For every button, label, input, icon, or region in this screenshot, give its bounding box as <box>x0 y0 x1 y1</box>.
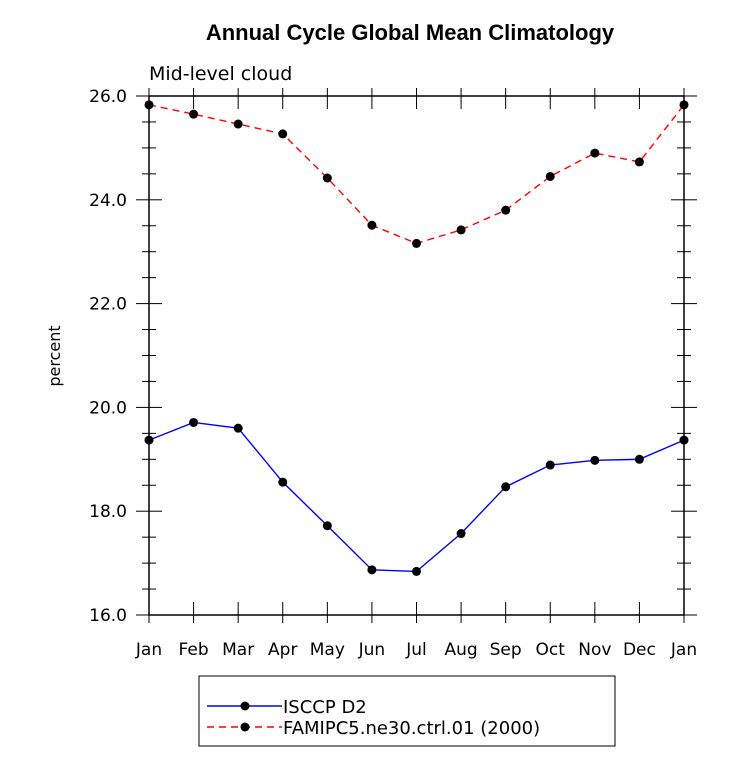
y-tick-label: 20.0 <box>89 398 127 418</box>
legend-marker <box>240 722 250 732</box>
data-point <box>233 423 243 433</box>
legend-label: FAMIPC5.ne30.ctrl.01 (2000) <box>283 718 540 739</box>
x-tick-label: Jan <box>670 640 697 660</box>
series-2 <box>144 100 689 248</box>
data-point <box>367 565 377 575</box>
x-tick-label: Feb <box>179 640 209 660</box>
data-point <box>189 417 199 427</box>
data-point <box>501 205 511 215</box>
data-point <box>278 129 288 139</box>
y-tick-labels: 16.0 18.0 20.0 22.0 24.0 26.0 <box>89 87 127 626</box>
data-point <box>412 238 421 248</box>
y-tick-label: 22.0 <box>89 295 127 315</box>
data-point <box>456 529 466 539</box>
legend-box <box>198 675 616 747</box>
x-tick-label: Mar <box>222 640 254 660</box>
x-tick-label: Dec <box>623 640 656 660</box>
x-tick-label: Nov <box>578 640 611 660</box>
x-tick-label: Jul <box>405 640 427 660</box>
legend-label: ISCCP D2 <box>283 697 367 718</box>
data-point <box>590 148 600 158</box>
series-1 <box>144 417 689 576</box>
data-point <box>367 220 377 230</box>
plot-frame <box>148 95 685 616</box>
data-point <box>545 460 555 470</box>
data-point <box>634 157 644 167</box>
data-point <box>278 477 288 487</box>
data-point <box>322 521 332 531</box>
data-point <box>233 119 243 129</box>
data-point <box>545 171 555 181</box>
data-point <box>501 482 511 492</box>
axis-ticks <box>136 88 697 623</box>
chart-subtitle: Mid-level cloud <box>149 63 292 85</box>
y-tick-label: 16.0 <box>89 606 127 626</box>
x-tick-label: Apr <box>268 640 297 660</box>
chart-title: Annual Cycle Global Mean Climatology <box>206 20 615 45</box>
x-tick-label: Aug <box>444 640 477 660</box>
y-tick-label: 18.0 <box>89 502 127 522</box>
series-line <box>148 104 685 245</box>
x-tick-label: Oct <box>536 640 566 660</box>
x-tick-label: May <box>310 640 345 660</box>
data-point <box>189 109 199 119</box>
series-layer <box>144 100 689 576</box>
y-tick-label: 24.0 <box>89 191 127 211</box>
legend-marker <box>240 701 250 711</box>
data-point <box>634 454 644 464</box>
x-tick-label: Jan <box>135 640 162 660</box>
series-line <box>148 421 685 573</box>
data-point <box>456 225 466 235</box>
data-point <box>590 455 600 465</box>
y-tick-label: 26.0 <box>89 87 127 107</box>
x-tick-label: Sep <box>490 640 522 660</box>
y-axis-label: percent <box>45 325 64 386</box>
x-tick-labels: Jan Feb Mar Apr May Jun Jul Aug Sep Oct Nov Dec Jan <box>135 640 697 660</box>
data-point <box>412 566 421 576</box>
x-tick-label: Jun <box>358 640 386 660</box>
data-point <box>322 173 332 183</box>
